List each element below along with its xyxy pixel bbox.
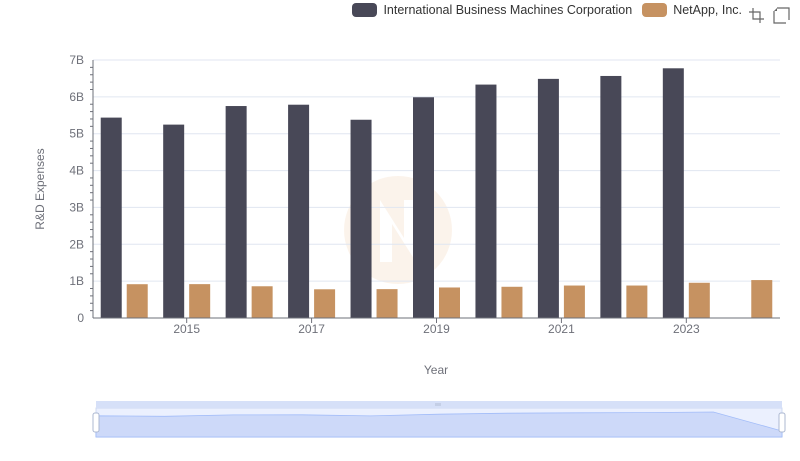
bar-netapp[interactable] [626, 285, 648, 318]
y-tick-label: 3B [69, 200, 84, 214]
bar-ibm[interactable] [662, 68, 684, 319]
x-tick-label: 2017 [298, 322, 325, 336]
bar-ibm[interactable] [475, 84, 497, 319]
bar-netapp[interactable] [314, 289, 336, 318]
bar-netapp[interactable] [189, 284, 211, 318]
bar-ibm[interactable] [537, 78, 559, 319]
y-tick-label: 4B [69, 164, 84, 178]
x-tick-label: 2019 [423, 322, 450, 336]
bar-ibm[interactable] [600, 75, 622, 319]
bar-ibm[interactable] [225, 106, 247, 318]
slider-grip-icon [435, 403, 441, 406]
x-axis: 2015 2017 2019 2021 2023 [93, 317, 780, 336]
y-tick-label: 1B [69, 274, 84, 288]
y-tick-label: 2B [69, 237, 84, 251]
datazoom-slider[interactable] [92, 401, 786, 438]
x-tick-label: 2015 [173, 322, 200, 336]
bar-ibm[interactable] [288, 104, 310, 318]
y-tick-label: 5B [69, 127, 84, 141]
legend-item-netapp[interactable]: NetApp, Inc. [642, 3, 742, 17]
legend-swatch-ibm [352, 3, 378, 17]
bar-netapp[interactable] [251, 286, 273, 318]
legend-swatch-netapp [642, 3, 668, 17]
bar-netapp[interactable] [751, 280, 773, 318]
slider-handle-right[interactable] [778, 412, 786, 433]
restore-icon[interactable] [773, 7, 790, 24]
bar-ibm[interactable] [413, 97, 434, 318]
x-tick-label: 2023 [673, 322, 700, 336]
bar-netapp[interactable] [376, 289, 398, 318]
bar-netapp[interactable] [563, 285, 585, 318]
bar-ibm[interactable] [100, 117, 122, 318]
zoom-icon[interactable] [748, 7, 765, 24]
y-tick-label: 6B [69, 90, 84, 104]
legend-label-ibm: International Business Machines Corporat… [383, 3, 633, 17]
legend-label-netapp: NetApp, Inc. [673, 3, 742, 17]
x-axis-title: Year [424, 363, 448, 377]
y-axis: 0 1B 2B 3B 4B 5B 6B 7B [69, 53, 94, 325]
slider-selected-range [96, 408, 782, 437]
x-tick-label: 2021 [548, 322, 575, 336]
bar-netapp[interactable] [688, 282, 710, 318]
y-tick-label: 7B [69, 53, 84, 67]
y-axis-title: R&D Expenses [33, 148, 47, 229]
bar-ibm[interactable] [163, 124, 185, 319]
y-tick-label: 0 [77, 311, 84, 325]
slider-handle-left[interactable] [92, 412, 100, 433]
slider-preview-area [95, 411, 783, 438]
legend-item-ibm[interactable]: International Business Machines Corporat… [352, 3, 632, 17]
bar-netapp[interactable] [126, 284, 148, 318]
bar-netapp[interactable] [439, 287, 460, 318]
bar-netapp[interactable] [501, 286, 523, 318]
slider-top-bar[interactable] [96, 401, 782, 408]
bars [100, 68, 773, 319]
legend: International Business Machines Corporat… [352, 3, 742, 17]
bar-ibm[interactable] [350, 119, 372, 319]
toolbox [748, 7, 790, 24]
